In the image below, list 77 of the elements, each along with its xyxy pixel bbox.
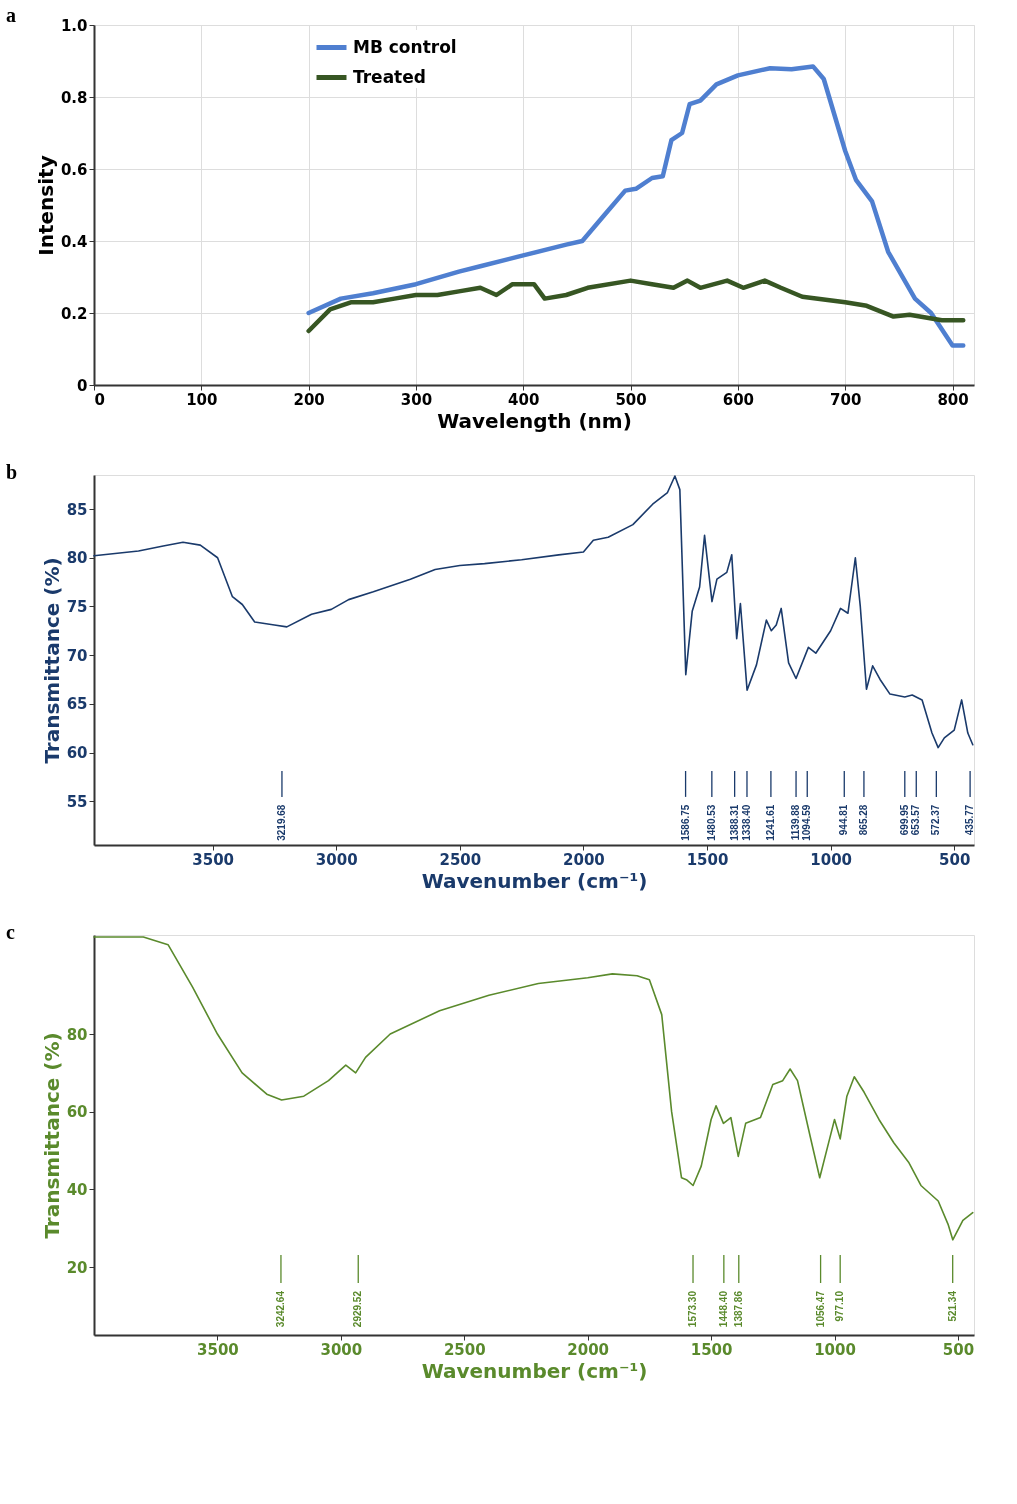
ref-line-label: 977.10 (834, 1290, 846, 1322)
ref-line-label: 1448.40 (717, 1290, 729, 1328)
ref-line-label: 1139.88 (790, 804, 802, 841)
chart-title: b (6, 461, 18, 483)
y-tick-label: 40 (66, 1180, 88, 1199)
ref-line-label: 1586.75 (679, 804, 691, 841)
x-tick-label: 200 (293, 390, 325, 409)
x-axis-title: Wavenumber (cm⁻¹) (421, 868, 648, 893)
ref-line-label: 1056.47 (814, 1290, 826, 1328)
ref-line-label: 2929.52 (352, 1290, 364, 1328)
x-tick-label: 1500 (690, 1340, 733, 1359)
line-series (306, 278, 966, 334)
x-tick-label: 500 (939, 850, 971, 869)
y-axis-title: Transmittance (%) (39, 557, 64, 764)
ref-line-label: 1241.61 (764, 804, 776, 841)
ref-line-label: 1480.53 (705, 804, 717, 841)
x-tick-label: 300 (400, 390, 433, 409)
ref-line-label: 521.34 (946, 1290, 958, 1322)
ref-line-label: 1094.59 (801, 804, 813, 841)
ref-line-label: 3242.64 (274, 1290, 286, 1328)
x-tick-label: 3500 (192, 850, 235, 869)
y-tick-label: 0 (77, 376, 88, 395)
y-tick-label: 55 (66, 792, 88, 811)
x-tick-label: 500 (615, 390, 647, 409)
x-tick-label: 3500 (197, 1340, 239, 1359)
x-axis-title: Wavenumber (cm⁻¹) (421, 1358, 648, 1383)
y-tick-label: 65 (66, 695, 88, 714)
ref-line-label: 1338.40 (740, 804, 752, 841)
y-tick-label: 60 (66, 1103, 88, 1122)
y-tick-label: 75 (66, 597, 88, 616)
x-tick-label: 400 (508, 390, 540, 409)
y-tick-label: 60 (66, 744, 88, 762)
ref-line-label: 653.57 (910, 804, 922, 836)
chart-title: c (6, 921, 15, 943)
chart-title: a (6, 4, 16, 26)
y-tick-label: 20 (66, 1258, 88, 1277)
x-tick-label: 1500 (686, 850, 729, 869)
ref-line-label: 3219.68 (275, 804, 287, 841)
x-tick-label: 800 (937, 390, 969, 409)
legend-label: Treated (353, 66, 426, 87)
x-tick-label: 3000 (315, 850, 358, 869)
ref-line-label: 944.81 (838, 804, 850, 836)
ref-line-label: 865.28 (857, 804, 869, 836)
x-tick-label: 2500 (443, 1340, 486, 1359)
x-tick-label: 1000 (814, 1340, 856, 1359)
x-tick-label: 600 (722, 390, 755, 409)
line-series (306, 64, 966, 348)
x-tick-label: 3000 (320, 1340, 363, 1359)
y-tick-label: 70 (66, 646, 88, 665)
ref-line-label: 1388.31 (728, 804, 740, 841)
y-tick-label: 0.8 (60, 88, 88, 107)
line-series (93, 475, 974, 749)
x-tick-label: 2000 (563, 850, 605, 869)
y-tick-label: 80 (66, 1025, 88, 1044)
ref-line-label: 1573.30 (687, 1290, 699, 1328)
y-axis-title: Intensity (33, 155, 58, 256)
legend-label: MB control (353, 36, 457, 57)
x-tick-label: 500 (942, 1340, 975, 1359)
x-tick-label: 100 (186, 390, 218, 409)
x-tick-label: 2000 (567, 1340, 610, 1359)
ref-line-label: 699.95 (898, 804, 910, 836)
y-tick-label: 80 (66, 549, 88, 568)
x-tick-label: 700 (830, 390, 862, 409)
ref-line-label: 1387.86 (732, 1290, 744, 1328)
y-tick-label: 0.4 (60, 232, 88, 251)
x-tick-label: 1000 (810, 850, 852, 869)
ref-line-label: 435.77 (964, 804, 976, 836)
y-tick-label: 0.2 (60, 304, 88, 323)
x-tick-label: 2500 (439, 850, 482, 869)
y-axis-title: Transmittance (%) (39, 1032, 64, 1239)
y-tick-label: 0.6 (60, 160, 88, 179)
y-tick-label: 1.0 (60, 16, 88, 35)
x-tick-label: 0 (94, 390, 105, 409)
x-axis-title: Wavelength (nm) (437, 408, 632, 433)
ref-line-label: 572.37 (930, 804, 942, 836)
y-tick-label: 85 (66, 500, 88, 519)
line-series (93, 936, 974, 1241)
